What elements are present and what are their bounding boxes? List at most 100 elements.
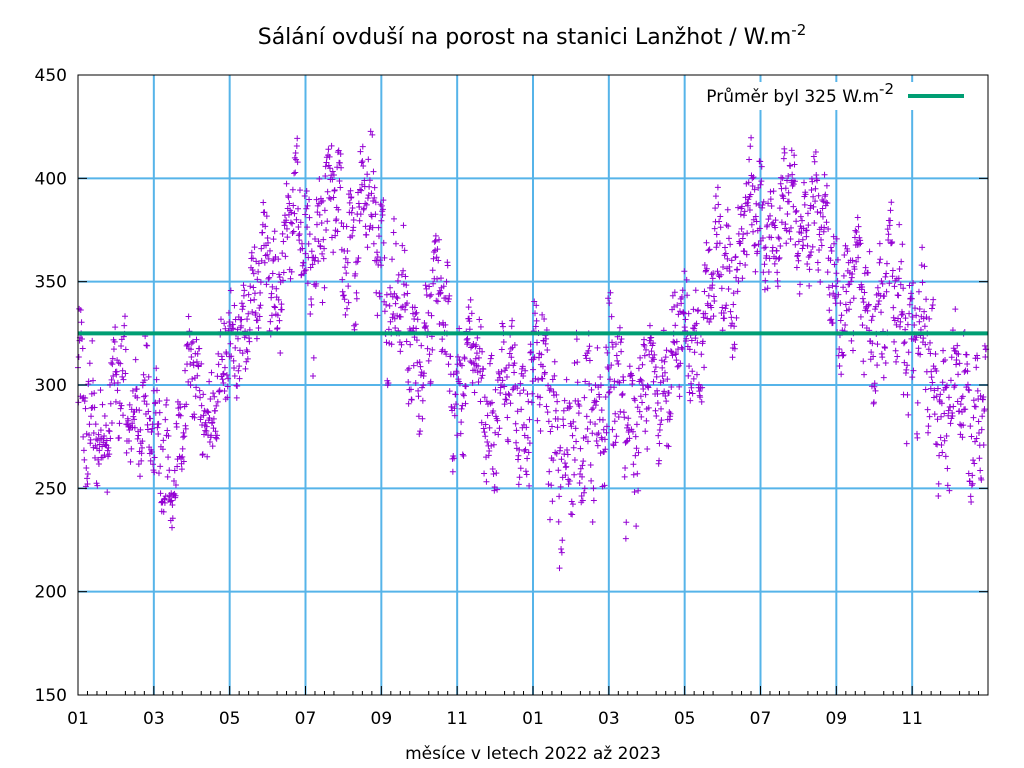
data-point <box>296 187 303 194</box>
data-point <box>214 432 221 439</box>
data-point <box>383 301 390 308</box>
data-point <box>257 302 264 309</box>
data-point <box>868 349 875 356</box>
data-point <box>582 378 589 385</box>
data-point <box>84 480 91 487</box>
data-point <box>727 308 734 315</box>
data-point <box>686 389 693 396</box>
data-point <box>711 225 718 232</box>
data-point <box>255 324 262 331</box>
data-point <box>439 336 446 343</box>
data-point <box>288 209 295 216</box>
data-point <box>200 391 207 398</box>
data-point <box>462 383 469 390</box>
data-point <box>667 410 674 417</box>
data-point <box>812 185 819 192</box>
data-point <box>278 301 285 308</box>
data-point <box>468 344 475 351</box>
x-tick-label: 05 <box>674 709 696 729</box>
data-point <box>306 214 313 221</box>
data-point <box>337 151 344 158</box>
data-point <box>544 409 551 416</box>
data-point <box>893 321 900 328</box>
data-point <box>557 444 564 451</box>
data-point <box>749 182 756 189</box>
data-point <box>758 178 765 185</box>
data-point <box>287 275 294 282</box>
data-point <box>208 369 215 376</box>
data-point <box>800 242 807 249</box>
data-point <box>590 485 597 492</box>
data-point <box>931 387 938 394</box>
data-point <box>486 360 493 367</box>
data-point <box>482 421 489 428</box>
data-point <box>755 184 762 191</box>
data-point <box>379 211 386 218</box>
data-point <box>219 376 226 383</box>
data-point <box>310 354 317 361</box>
data-point <box>111 338 118 345</box>
data-point <box>915 345 922 352</box>
x-tick-label: 09 <box>826 709 848 729</box>
data-point <box>734 266 741 273</box>
data-point <box>476 345 483 352</box>
data-point <box>113 368 120 375</box>
data-point <box>840 352 847 359</box>
data-point <box>891 338 898 345</box>
data-point <box>939 449 946 456</box>
data-point <box>823 199 830 206</box>
data-point <box>287 219 294 226</box>
data-point <box>279 230 286 237</box>
data-point <box>547 385 554 392</box>
data-point <box>404 300 411 307</box>
data-point <box>324 218 331 225</box>
data-point <box>533 317 540 324</box>
data-point <box>315 258 322 265</box>
data-point <box>499 377 506 384</box>
data-point <box>349 232 356 239</box>
data-point <box>89 337 96 344</box>
data-point <box>854 214 861 221</box>
data-point <box>357 148 364 155</box>
data-point <box>157 463 164 470</box>
data-point <box>105 427 112 434</box>
data-point <box>784 210 791 217</box>
data-point <box>542 340 549 347</box>
data-point <box>280 269 287 276</box>
data-point <box>546 468 553 475</box>
data-point <box>307 264 314 271</box>
data-point <box>517 465 524 472</box>
data-point <box>430 280 437 287</box>
data-point <box>338 164 345 171</box>
data-point <box>585 347 592 354</box>
data-point <box>392 324 399 331</box>
data-point <box>650 378 657 385</box>
data-point <box>740 231 747 238</box>
data-point <box>528 399 535 406</box>
data-point <box>295 223 302 230</box>
data-point <box>927 385 934 392</box>
data-point <box>579 473 586 480</box>
data-point <box>955 351 962 358</box>
data-point <box>569 511 576 518</box>
data-point <box>527 349 534 356</box>
data-point <box>981 342 988 349</box>
data-point <box>762 244 769 251</box>
data-point <box>622 465 629 472</box>
data-point <box>664 376 671 383</box>
data-point <box>350 224 357 231</box>
data-point <box>952 306 959 313</box>
data-point <box>435 257 442 264</box>
data-point <box>730 301 737 308</box>
data-point <box>282 253 289 260</box>
data-point <box>537 394 544 401</box>
data-point <box>878 309 885 316</box>
data-point <box>590 405 597 412</box>
data-point <box>148 448 155 455</box>
data-point <box>779 175 786 182</box>
data-point <box>588 477 595 484</box>
data-point <box>765 200 772 207</box>
data-point <box>597 450 604 457</box>
data-point <box>389 256 396 263</box>
data-point <box>101 432 108 439</box>
